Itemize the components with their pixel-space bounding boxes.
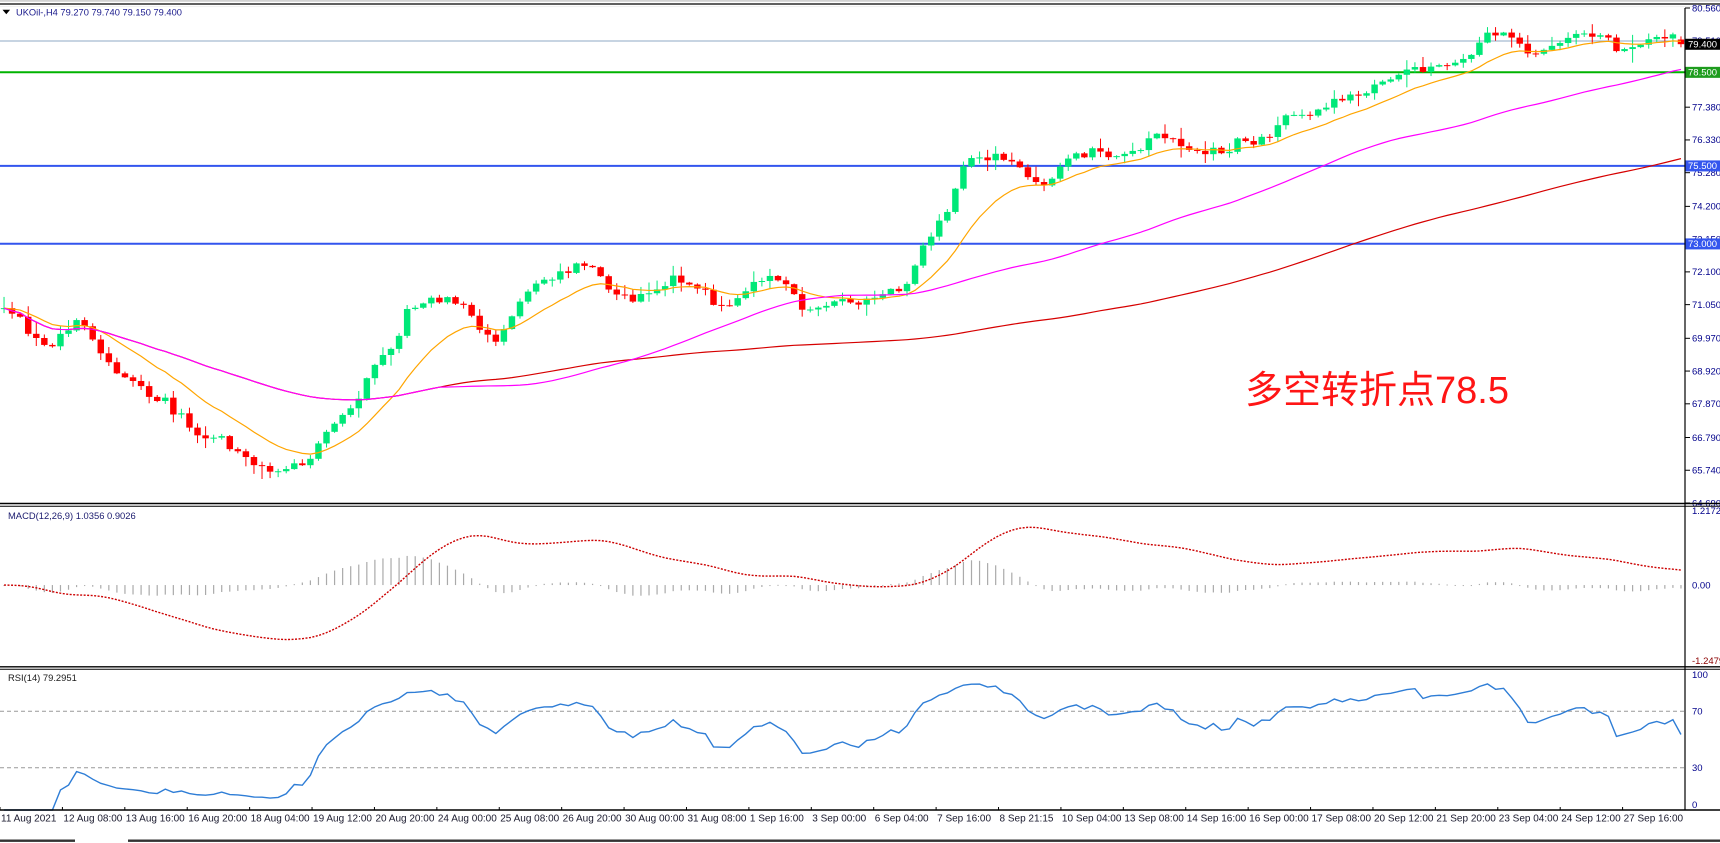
svg-text:30: 30 <box>1692 763 1703 774</box>
svg-text:7 Sep 16:00: 7 Sep 16:00 <box>937 814 991 825</box>
svg-text:26 Aug 20:00: 26 Aug 20:00 <box>563 814 622 825</box>
svg-text:UKOil-,H4 79.270 79.740 79.15: UKOil-,H4 79.270 79.740 79.150 79.400 <box>16 8 182 18</box>
svg-text:67.870: 67.870 <box>1692 399 1720 410</box>
svg-text:RSI(14) 79.2951: RSI(14) 79.2951 <box>8 672 77 683</box>
svg-text:65.740: 65.740 <box>1692 466 1720 477</box>
svg-text:16 Sep 00:00: 16 Sep 00:00 <box>1249 814 1309 825</box>
svg-text:MACD(12,26,9) 1.0356 0.9026: MACD(12,26,9) 1.0356 0.9026 <box>8 510 136 521</box>
svg-text:25 Aug 08:00: 25 Aug 08:00 <box>500 814 559 825</box>
svg-text:77.380: 77.380 <box>1692 102 1720 113</box>
svg-text:3 Sep 00:00: 3 Sep 00:00 <box>812 814 866 825</box>
svg-text:75.500: 75.500 <box>1688 161 1717 172</box>
svg-text:20 Sep 12:00: 20 Sep 12:00 <box>1374 814 1434 825</box>
svg-text:18 Aug 04:00: 18 Aug 04:00 <box>251 814 310 825</box>
svg-text:79.400: 79.400 <box>1688 39 1717 50</box>
svg-text:100: 100 <box>1692 670 1708 681</box>
svg-text:16 Aug 20:00: 16 Aug 20:00 <box>188 814 247 825</box>
svg-text:多空转折点78.5: 多空转折点78.5 <box>1245 370 1509 412</box>
svg-text:12 Aug 08:00: 12 Aug 08:00 <box>63 814 122 825</box>
svg-text:1 Sep 16:00: 1 Sep 16:00 <box>750 814 804 825</box>
svg-text:30 Aug 00:00: 30 Aug 00:00 <box>625 814 684 825</box>
svg-text:1.2172: 1.2172 <box>1692 506 1720 517</box>
svg-text:8 Sep 21:15: 8 Sep 21:15 <box>1000 814 1054 825</box>
svg-text:73.000: 73.000 <box>1688 239 1717 250</box>
svg-text:72.100: 72.100 <box>1692 267 1720 278</box>
svg-text:23 Sep 04:00: 23 Sep 04:00 <box>1499 814 1559 825</box>
svg-text:13 Sep 08:00: 13 Sep 08:00 <box>1124 814 1184 825</box>
svg-text:17 Sep 08:00: 17 Sep 08:00 <box>1312 814 1372 825</box>
svg-text:13 Aug 16:00: 13 Aug 16:00 <box>126 814 185 825</box>
svg-text:24 Aug 00:00: 24 Aug 00:00 <box>438 814 497 825</box>
svg-text:19 Aug 12:00: 19 Aug 12:00 <box>313 814 372 825</box>
svg-text:31 Aug 08:00: 31 Aug 08:00 <box>687 814 746 825</box>
svg-text:11 Aug 2021: 11 Aug 2021 <box>1 814 57 825</box>
svg-text:27 Sep 16:00: 27 Sep 16:00 <box>1624 814 1684 825</box>
svg-text:70: 70 <box>1692 707 1703 718</box>
svg-text:-1.2479: -1.2479 <box>1692 656 1720 667</box>
svg-text:6 Sep 04:00: 6 Sep 04:00 <box>875 814 929 825</box>
svg-text:80.560: 80.560 <box>1692 3 1720 14</box>
svg-text:0.00: 0.00 <box>1692 580 1711 591</box>
svg-text:74.200: 74.200 <box>1692 202 1720 213</box>
svg-text:78.500: 78.500 <box>1688 68 1717 79</box>
svg-text:21 Sep 20:00: 21 Sep 20:00 <box>1436 814 1496 825</box>
svg-text:76.330: 76.330 <box>1692 135 1720 146</box>
svg-text:10 Sep 04:00: 10 Sep 04:00 <box>1062 814 1122 825</box>
svg-text:66.790: 66.790 <box>1692 433 1720 444</box>
svg-text:68.920: 68.920 <box>1692 366 1720 377</box>
svg-text:69.970: 69.970 <box>1692 334 1720 345</box>
svg-text:14 Sep 16:00: 14 Sep 16:00 <box>1187 814 1247 825</box>
svg-text:71.050: 71.050 <box>1692 300 1720 311</box>
svg-text:20 Aug 20:00: 20 Aug 20:00 <box>375 814 434 825</box>
svg-text:24 Sep 12:00: 24 Sep 12:00 <box>1561 814 1621 825</box>
